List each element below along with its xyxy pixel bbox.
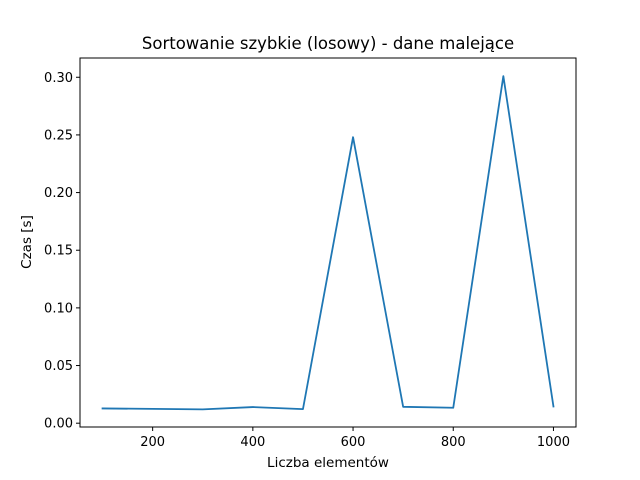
x-tick-label: 600	[341, 435, 366, 450]
y-tick-label: 0.20	[44, 186, 73, 201]
x-axis-label: Liczba elementów	[267, 455, 389, 471]
x-tick-label: 200	[140, 435, 165, 450]
x-tick-label: 400	[240, 435, 265, 450]
y-tick-label: 0.25	[44, 128, 73, 143]
plot-area	[101, 75, 555, 411]
y-axis-label: Czas [s]	[19, 215, 35, 269]
y-tick-label: 0.15	[44, 244, 73, 259]
y-tick-label: 0.05	[44, 359, 73, 374]
axes-frame	[79, 57, 577, 428]
chart-title: Sortowanie szybkie (losowy) - dane malej…	[142, 34, 514, 53]
y-tick-label: 0.10	[44, 301, 73, 316]
series-line	[101, 75, 555, 411]
x-tick-label: 1000	[537, 435, 570, 450]
y-tick-label: 0.30	[44, 71, 73, 86]
y-tick-label: 0.00	[44, 417, 73, 432]
x-tick-label: 800	[441, 435, 466, 450]
